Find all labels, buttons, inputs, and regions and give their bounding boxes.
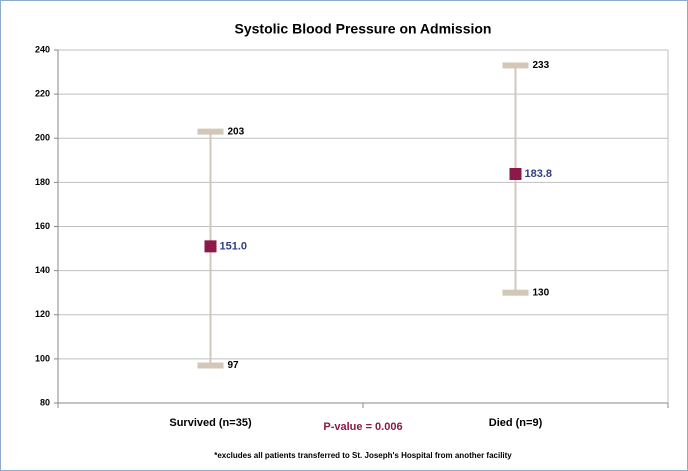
low-bar — [197, 362, 224, 369]
low-label: 130 — [533, 287, 550, 298]
low-label: 97 — [228, 360, 240, 371]
high-bar — [502, 62, 529, 69]
x-tick-label: Survived (n=35) — [169, 417, 252, 429]
y-tick-label: 180 — [35, 177, 50, 187]
y-tick-label: 160 — [35, 221, 50, 231]
mean-label: 183.8 — [525, 168, 553, 180]
y-tick-label: 100 — [35, 353, 50, 363]
high-label: 233 — [533, 60, 550, 71]
low-bar — [502, 289, 529, 296]
mean-marker — [204, 240, 217, 253]
chart-title: Systolic Blood Pressure on Admission — [235, 21, 492, 37]
y-tick-label: 140 — [35, 265, 50, 275]
x-tick-label: Died (n=9) — [489, 417, 543, 429]
mean-label: 151.0 — [220, 240, 248, 252]
y-tick-label: 240 — [35, 44, 50, 54]
y-tick-label: 200 — [35, 133, 50, 143]
annotation: P-value = 0.006 — [323, 421, 402, 433]
y-tick-label: 220 — [35, 89, 50, 99]
y-tick-label: 80 — [40, 397, 50, 407]
high-label: 203 — [228, 126, 245, 137]
footnote: *excludes all patients transferred to St… — [214, 451, 512, 460]
y-tick-label: 120 — [35, 309, 50, 319]
high-bar — [197, 128, 224, 135]
mean-marker — [509, 167, 522, 180]
